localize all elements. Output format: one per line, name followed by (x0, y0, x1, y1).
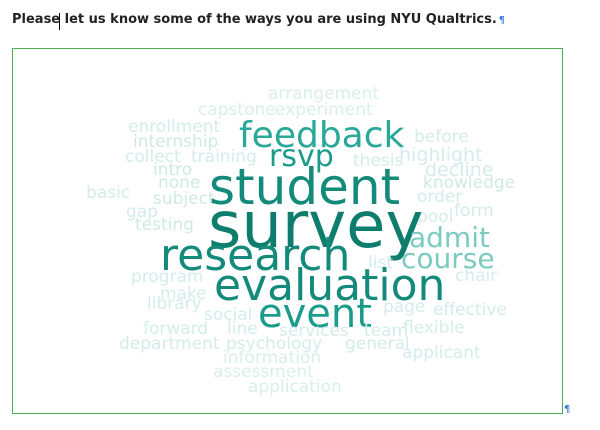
wordcloud-word: event (258, 291, 372, 337)
wordcloud-word: flexible (403, 318, 465, 338)
wordcloud-word: admit (409, 221, 490, 254)
wordcloud-word: enrollment (128, 117, 221, 137)
wordcloud-word: applicant (402, 343, 481, 363)
text-cursor (59, 13, 60, 30)
question-text: Please let us know some of the ways you … (12, 12, 505, 27)
wordcloud-word: testing (135, 215, 194, 235)
wordcloud-word: general (345, 334, 410, 354)
wordcloud-word: research (160, 230, 351, 281)
wordcloud-word: capstone (198, 100, 276, 120)
wordcloud-word: chair (455, 266, 498, 286)
wordcloud-word: information (223, 348, 322, 368)
wordcloud-word: department (119, 334, 220, 354)
wordcloud-word: survey (208, 189, 424, 263)
wordcloud-word: effective (433, 300, 507, 320)
wordcloud-word: before (414, 127, 469, 147)
paragraph-end-mark: ¶ (564, 404, 571, 415)
question-label: Please let us know some of the ways you … (12, 12, 497, 27)
wordcloud-word: training (191, 147, 257, 167)
wordcloud-word: arrangement (268, 84, 379, 104)
wordcloud-word: gap (126, 202, 158, 222)
wordcloud-word: highlight (399, 144, 483, 166)
wordcloud-word: program (131, 267, 204, 287)
wordcloud-word: basic (86, 183, 131, 203)
wordcloud-word: make (160, 284, 207, 304)
wordcloud-word: pool (417, 207, 454, 227)
wordcloud-word: page (383, 297, 426, 317)
wordcloud-word: social (204, 305, 253, 325)
wordcloud-word: forward (143, 319, 209, 339)
wordcloud-word: feedback (239, 115, 405, 156)
wordcloud-word: form (454, 201, 494, 221)
wordcloud-word: none (158, 173, 201, 193)
wordcloud-word: intro (153, 160, 193, 180)
wordcloud-word: rsvp (269, 139, 334, 174)
wordcloud-word: list (368, 253, 393, 273)
wordcloud-word: assessment (213, 362, 314, 382)
wordcloud-image[interactable]: arrangement capstone experiment enrollment i… (12, 48, 563, 414)
wordcloud-word: application (248, 377, 342, 397)
wordcloud-word: internship (133, 132, 219, 152)
wordcloud-word: collect (125, 147, 181, 167)
wordcloud-word: line (227, 319, 258, 339)
wordcloud-word: evaluation (214, 260, 446, 311)
wordcloud-word: knowledge (423, 173, 516, 193)
wordcloud-word: services (279, 321, 349, 341)
wordcloud-word: decline (425, 159, 494, 181)
wordcloud-word: order (417, 187, 463, 207)
wordcloud-word: subject (153, 189, 215, 209)
wordcloud-word: thesis (353, 151, 404, 171)
wordcloud-word: student (209, 158, 401, 216)
wordcloud-word: psychology (226, 334, 323, 354)
wordcloud-word: library (147, 294, 202, 314)
wordcloud-word: team (364, 321, 409, 341)
pilcrow-mark: ¶ (498, 15, 506, 26)
wordcloud-word: experiment (275, 100, 373, 120)
wordcloud-word: course (401, 242, 495, 275)
